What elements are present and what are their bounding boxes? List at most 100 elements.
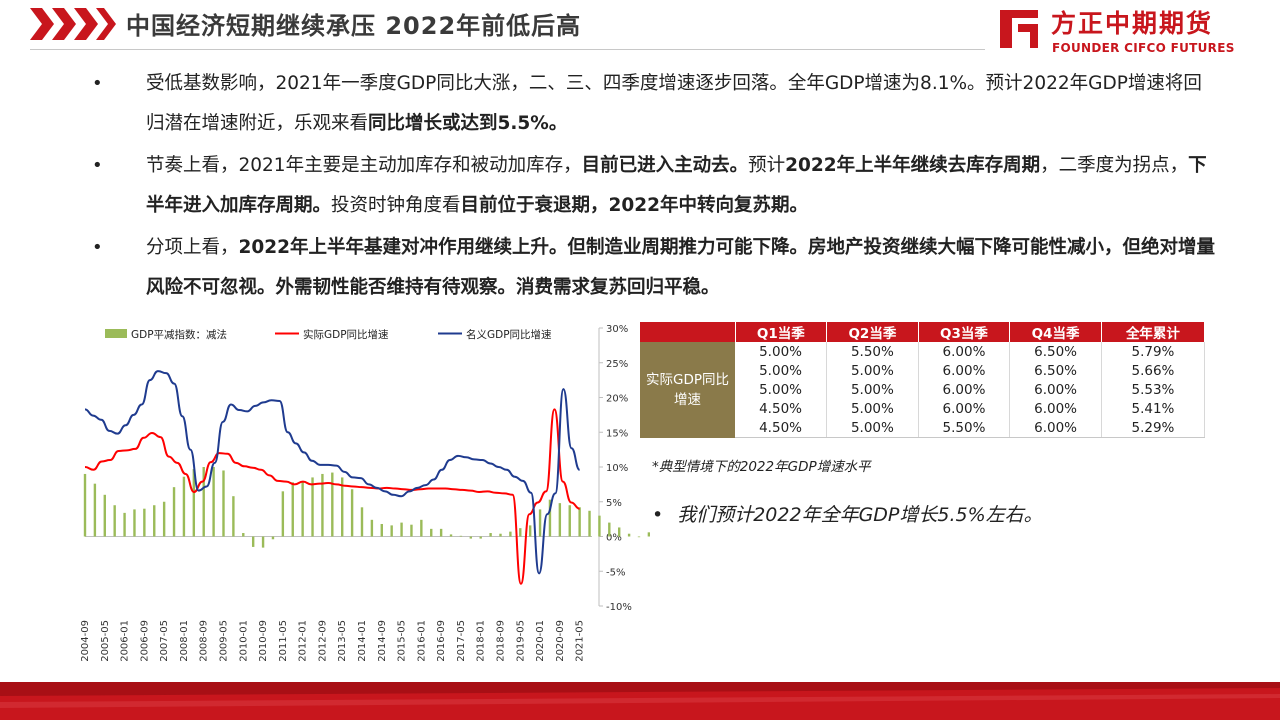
deflator-bar bbox=[162, 501, 166, 537]
table-row: 5.00% 5.00% 6.00% 6.50% 5.66% bbox=[640, 361, 1206, 380]
bullet-text: 节奏上看，2021年主要是主动加库存和被动加库存， bbox=[146, 155, 582, 176]
x-tick-label: 2011-05 bbox=[278, 620, 289, 662]
table-cell: 5.00% bbox=[735, 361, 828, 380]
table-cell: 5.00% bbox=[735, 342, 828, 361]
deflator-bar bbox=[449, 534, 453, 537]
deflator-bar bbox=[311, 477, 314, 537]
logo-mark-icon bbox=[1000, 10, 1038, 48]
bullet-emphasis: 目前位于衰退期，2022年中转向复苏期。 bbox=[460, 195, 809, 216]
x-tick-label: 2020-09 bbox=[555, 620, 566, 662]
table-cell: 5.00% bbox=[826, 399, 919, 418]
bullet-emphasis: 2022年上半年基建对冲作用继续上升。但制造业周期推力可能下降。房地产投资继续大… bbox=[146, 237, 1216, 298]
y-tick-label: 30% bbox=[606, 324, 628, 335]
bullet-text: 分项上看， bbox=[146, 237, 239, 258]
x-tick-label: 2012-01 bbox=[298, 620, 309, 662]
table-header-cell: Q4当季 bbox=[1009, 322, 1102, 342]
gdp-forecast-table: Q1当季 Q2当季 Q3当季 Q4当季 全年累计 实际GDP同比增速 5.00% 5.50% 6… bbox=[640, 322, 1206, 438]
deflator-bar bbox=[341, 477, 344, 537]
deflator-bar bbox=[93, 483, 97, 537]
legend-label: 实际GDP同比增速 bbox=[303, 328, 389, 341]
x-tick-label: 2013-05 bbox=[337, 620, 348, 662]
x-tick-label: 2007-05 bbox=[159, 620, 170, 662]
deflator-bar bbox=[588, 510, 591, 537]
x-tick-label: 2008-09 bbox=[199, 620, 210, 662]
deflator-bar bbox=[360, 507, 364, 537]
x-tick-label: 2015-05 bbox=[397, 620, 408, 662]
x-tick-label: 2006-09 bbox=[139, 620, 150, 662]
bullet-text: 投资时钟角度看 bbox=[331, 195, 461, 216]
deflator-bar bbox=[489, 533, 492, 537]
table-header-cell: Q3当季 bbox=[918, 322, 1011, 342]
table-cell: 5.66% bbox=[1101, 361, 1206, 380]
table-cell: 6.00% bbox=[918, 361, 1011, 380]
deflator-bar bbox=[222, 470, 225, 537]
table-cell: 6.50% bbox=[1009, 342, 1102, 361]
deflator-bar bbox=[123, 512, 126, 537]
deflator-bar bbox=[558, 503, 562, 537]
table-cell: 4.50% bbox=[735, 399, 828, 418]
bullet-item: • 受低基数影响，2021年一季度GDP同比大涨，二、三、四季度增速逐步回落。全年… bbox=[86, 64, 1216, 144]
x-tick-label: 2010-09 bbox=[258, 620, 269, 662]
bullet-emphasis: 下半年进入加库存周期。 bbox=[146, 155, 1207, 216]
x-tick-label: 2008-01 bbox=[179, 620, 190, 662]
y-tick-label: 20% bbox=[606, 394, 628, 405]
deflator-bar bbox=[608, 522, 611, 537]
deflator-bar bbox=[439, 528, 443, 537]
deflator-bar bbox=[479, 536, 482, 539]
table-row: 实际GDP同比增速 5.00% 5.50% 6.00% 6.50% 5.79% bbox=[640, 342, 1206, 438]
table-header-cell: Q1当季 bbox=[735, 322, 828, 342]
table-cell: 6.50% bbox=[1009, 361, 1102, 380]
table-row-label: 实际GDP同比增速 bbox=[640, 342, 735, 438]
y-tick-label: 25% bbox=[606, 359, 628, 370]
deflator-bar bbox=[618, 527, 621, 537]
deflator-bar bbox=[509, 531, 512, 537]
bullet-list: • 受低基数影响，2021年一季度GDP同比大涨，二、三、四季度增速逐步回落。全年… bbox=[86, 64, 1216, 310]
page-title: 中国经济短期继续承压 2022年前低后高 bbox=[126, 12, 582, 40]
table-cell: 6.00% bbox=[1009, 380, 1102, 399]
bullet-symbol: • bbox=[652, 504, 664, 526]
x-tick-label: 2016-01 bbox=[416, 620, 427, 662]
deflator-bar bbox=[538, 509, 542, 537]
table-cell: 5.41% bbox=[1101, 399, 1206, 418]
table-header-cell: 全年累计 bbox=[1101, 322, 1206, 342]
table-cell: 5.29% bbox=[1101, 418, 1206, 438]
deflator-bar bbox=[321, 473, 324, 537]
deflator-bar bbox=[251, 536, 255, 547]
deflator-bar bbox=[598, 515, 601, 537]
table-cell: 6.00% bbox=[1009, 418, 1102, 438]
deflator-bar bbox=[153, 505, 156, 537]
bullet-emphasis: 2022年上半年继续去库存周期 bbox=[785, 155, 1041, 176]
x-tick-label: 2014-09 bbox=[377, 620, 388, 662]
deflator-bar bbox=[182, 476, 186, 537]
bullet-text: 预计 bbox=[748, 155, 786, 176]
table-header-cell bbox=[640, 322, 736, 342]
deflator-bar bbox=[242, 533, 245, 537]
table-header-cell: Q2当季 bbox=[826, 322, 919, 342]
y-tick-label: 5% bbox=[606, 498, 622, 509]
x-tick-label: 2014-01 bbox=[357, 620, 368, 662]
x-tick-label: 2017-05 bbox=[456, 620, 467, 662]
bullet-text: ，二季度为拐点， bbox=[1040, 155, 1189, 176]
footer-band bbox=[0, 682, 1280, 720]
deflator-bar bbox=[192, 469, 196, 537]
deflator-bar bbox=[350, 489, 354, 537]
x-tick-label: 2006-01 bbox=[120, 620, 131, 662]
bullet-emphasis: 目前已进入主动去。 bbox=[581, 155, 749, 176]
deflator-bar bbox=[143, 508, 146, 537]
x-tick-label: 2018-09 bbox=[495, 620, 506, 662]
legend-label: GDP平减指数：减法 bbox=[131, 328, 227, 341]
deflator-bar bbox=[519, 528, 522, 537]
bullet-text: 受低基数影响，2021年一季度GDP同比大涨，二、三、四季度增速逐步回落。全年G… bbox=[146, 73, 1202, 134]
y-tick-label: 15% bbox=[606, 428, 628, 439]
x-tick-label: 2012-09 bbox=[317, 620, 328, 662]
bullet-item: • 节奏上看，2021年主要是主动加库存和被动加库存，目前已进入主动去。预计202… bbox=[86, 146, 1216, 226]
bullet-symbol: • bbox=[92, 237, 103, 258]
logo-text-cn: 方正中期期货 bbox=[1051, 9, 1214, 38]
x-tick-label: 2016-09 bbox=[436, 620, 447, 662]
title-divider bbox=[30, 49, 985, 50]
table-row: 5.00% 5.00% 6.00% 6.00% 5.53% bbox=[640, 380, 1206, 399]
deflator-bar bbox=[568, 505, 571, 537]
y-tick-label: -10% bbox=[606, 602, 632, 613]
table-note: *典型情境下的2022年GDP增速水平 bbox=[652, 459, 871, 475]
deflator-bar bbox=[172, 487, 176, 537]
